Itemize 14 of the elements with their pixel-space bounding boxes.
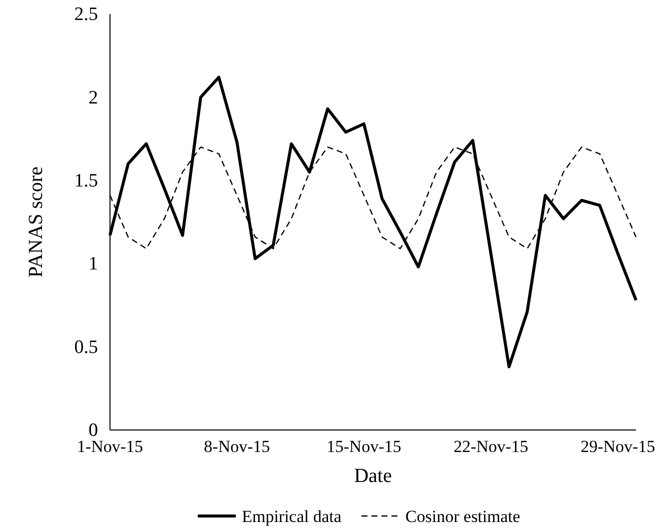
y-tick-label: 2 [88, 87, 98, 108]
legend-label: Cosinor estimate [405, 507, 520, 526]
y-tick-label: 0.5 [74, 336, 98, 358]
legend-label: Empirical data [242, 507, 342, 526]
x-axis-title: Date [354, 465, 392, 487]
x-tick-label: 29-Nov-15 [580, 437, 656, 456]
y-tick-label: 1 [88, 254, 98, 275]
x-tick-label: 22-Nov-15 [454, 437, 528, 456]
y-tick-label: 1.5 [74, 170, 98, 192]
x-tick-label: 15-Nov-15 [326, 437, 402, 456]
y-tick-label: 2.5 [74, 4, 98, 26]
line-series [108, 76, 638, 368]
x-tick-label: 8-Nov-15 [204, 437, 270, 456]
y-axis-title: PANAS score [25, 166, 47, 278]
